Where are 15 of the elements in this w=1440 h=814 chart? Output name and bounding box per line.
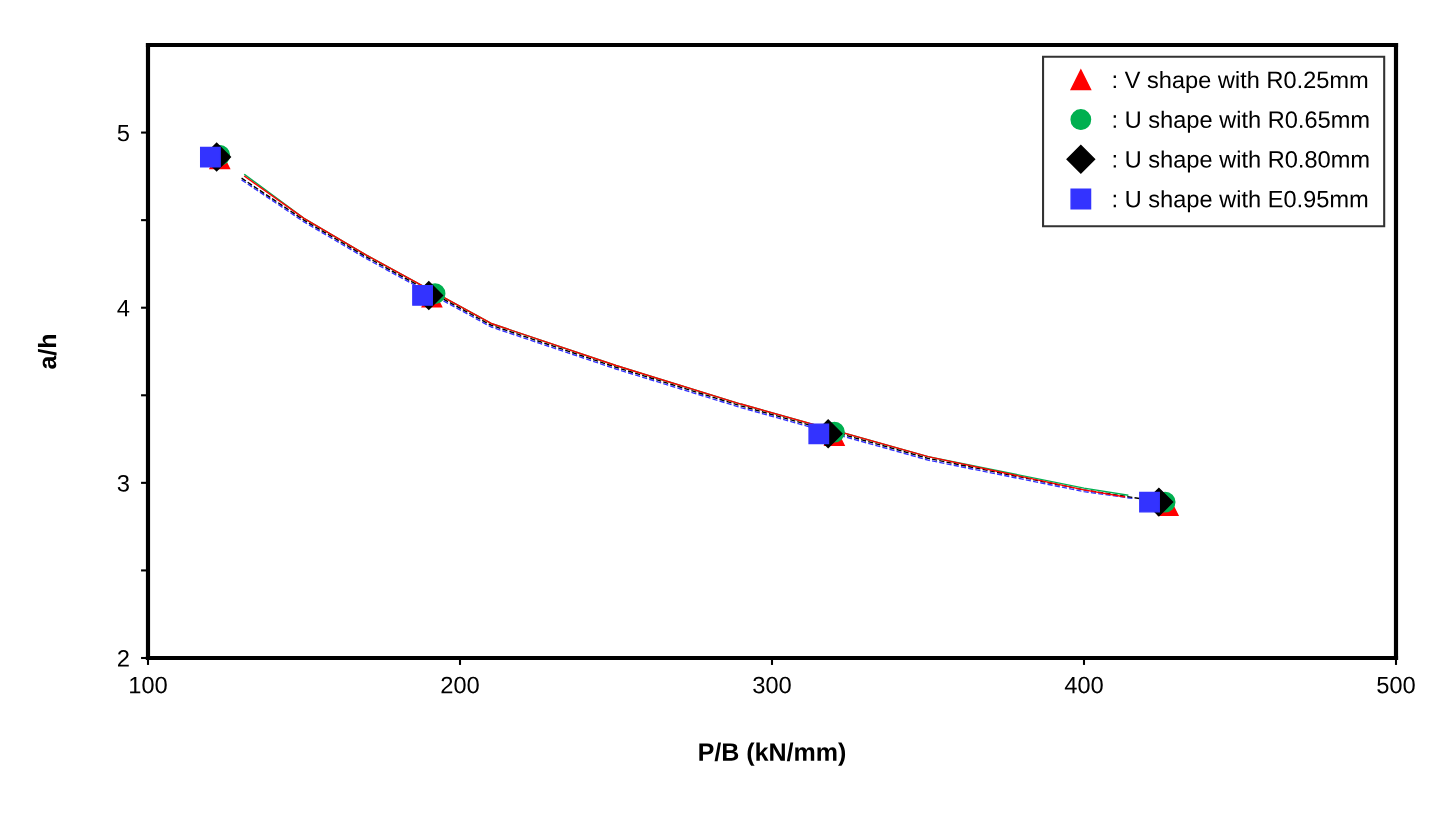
legend-label: : U shape with R0.80mm (1113, 150, 1369, 173)
x-tick-label: 300 (753, 676, 791, 694)
x-axis-title: P/B (kN/mm) (699, 742, 846, 766)
x-tick-label: 100 (130, 676, 167, 694)
y-axis-title: a/h (37, 334, 57, 369)
legend-label: : V shape with R0.25mm (1113, 70, 1368, 93)
x-tick-label: 200 (441, 676, 479, 694)
y-tick-label: 5 (117, 124, 129, 142)
legend-label: : U shape with E0.95mm (1113, 190, 1368, 213)
y-tick-label: 2 (118, 650, 129, 667)
x-tick-label: 400 (1064, 676, 1103, 694)
legend-label: : U shape with R0.65mm (1113, 110, 1369, 133)
x-tick-label: 500 (1377, 676, 1415, 694)
y-tick-label: 3 (117, 474, 129, 492)
y-tick-label: 4 (117, 300, 130, 317)
